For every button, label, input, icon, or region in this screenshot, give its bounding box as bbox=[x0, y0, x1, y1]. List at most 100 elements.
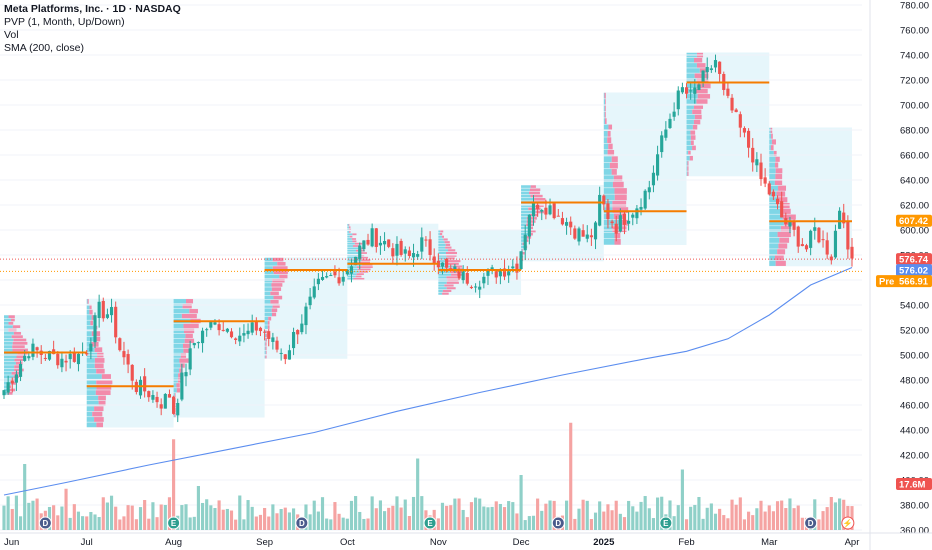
profile-row-down bbox=[12, 341, 28, 345]
profile-row-up bbox=[438, 289, 443, 292]
volume-bar bbox=[796, 505, 800, 530]
profile-row-up bbox=[521, 220, 527, 223]
candle-body bbox=[763, 177, 767, 184]
profile-row-down bbox=[775, 156, 780, 162]
profile-row-up bbox=[603, 111, 605, 118]
volume-bar bbox=[114, 506, 118, 530]
candle-body bbox=[796, 226, 800, 247]
profile-row-down bbox=[439, 233, 443, 236]
price-tick-label: 780.00 bbox=[900, 1, 929, 12]
profile-row-down bbox=[10, 318, 15, 322]
candle-body bbox=[382, 240, 387, 245]
symbol-title[interactable]: Meta Platforms, Inc. · 1D · NASDAQ bbox=[4, 3, 181, 15]
profile-row-down bbox=[176, 383, 180, 388]
profile-row-up bbox=[686, 171, 688, 176]
candle-body bbox=[639, 206, 643, 210]
profile-box bbox=[86, 298, 174, 428]
price-tick-label: 500.00 bbox=[900, 351, 929, 362]
profile-row-up bbox=[686, 63, 697, 68]
profile-row-down bbox=[445, 262, 459, 265]
profile-row-up bbox=[769, 168, 776, 174]
time-axis[interactable]: Jun Jul Aug Sep Oct Nov Dec 2025 Feb Mar Apr bbox=[0, 532, 932, 548]
price-badge-text: 576.74 bbox=[899, 255, 929, 266]
candle-body bbox=[72, 351, 76, 362]
profile-row-down bbox=[778, 185, 787, 191]
profile-row-down bbox=[91, 315, 96, 320]
profile-row-up bbox=[173, 383, 177, 388]
indicator-sma-label[interactable]: SMA (200, close) bbox=[4, 42, 84, 54]
profile-row-up bbox=[4, 368, 15, 372]
profile-row-down bbox=[604, 92, 606, 99]
volume-bar bbox=[279, 508, 283, 530]
event-marker-split[interactable]: ⚡ bbox=[841, 516, 855, 530]
time-tick-label: Aug bbox=[165, 537, 182, 548]
profile-row-down bbox=[444, 284, 454, 287]
profile-row-up bbox=[86, 400, 99, 406]
candle-body bbox=[320, 277, 325, 280]
volume-bar bbox=[407, 516, 411, 530]
profile-row-down bbox=[271, 308, 278, 313]
profile-row-up bbox=[4, 355, 17, 359]
event-marker-earnings[interactable]: E bbox=[167, 516, 181, 530]
volume-bar bbox=[842, 499, 846, 530]
profile-row-up bbox=[769, 156, 776, 162]
event-marker-earnings[interactable]: E bbox=[659, 516, 673, 530]
profile-row-up bbox=[4, 361, 16, 365]
candle-body bbox=[122, 351, 126, 358]
profile-row-down bbox=[696, 99, 708, 104]
profile-row-down bbox=[526, 220, 536, 223]
profile-row-up bbox=[686, 109, 693, 115]
profile-row-down bbox=[89, 304, 92, 310]
candle-body bbox=[684, 87, 689, 94]
candle-body bbox=[461, 270, 465, 281]
events-layer[interactable]: D E D E D E D ⚡ bbox=[38, 516, 855, 530]
price-tick-label: 660.00 bbox=[900, 151, 929, 162]
candle-body bbox=[43, 357, 47, 359]
profile-row-down bbox=[687, 161, 689, 166]
candle-body bbox=[527, 214, 531, 237]
price-tick-label: 720.00 bbox=[900, 76, 929, 87]
indicator-pvp-label[interactable]: PVP (1, Month, Up/Down) bbox=[4, 16, 125, 28]
event-circle bbox=[38, 516, 52, 530]
profile-row-down bbox=[783, 208, 791, 214]
event-marker-dividend[interactable]: D bbox=[295, 516, 309, 530]
profile-row-up bbox=[86, 299, 88, 304]
candle-body bbox=[850, 246, 854, 259]
profile-row-down bbox=[607, 149, 615, 156]
profile-row-down bbox=[694, 114, 702, 120]
profile-row-down bbox=[12, 348, 28, 352]
price-tick-label: 540.00 bbox=[900, 301, 929, 312]
profile-row-up bbox=[173, 338, 185, 343]
event-marker-earnings[interactable]: E bbox=[423, 516, 437, 530]
profile-row-up bbox=[173, 393, 175, 398]
event-marker-dividend[interactable]: D bbox=[551, 516, 565, 530]
profile-row-down bbox=[180, 363, 185, 368]
candle-body bbox=[403, 249, 407, 254]
event-marker-dividend[interactable]: D bbox=[38, 516, 52, 530]
candle-body bbox=[432, 256, 436, 264]
volume-bar bbox=[651, 518, 656, 530]
profile-row-up bbox=[264, 283, 272, 287]
volume-bar bbox=[751, 515, 755, 530]
indicator-vol-label[interactable]: Vol bbox=[4, 29, 19, 41]
price-tick-label: 600.00 bbox=[900, 226, 929, 237]
candle-body bbox=[519, 251, 523, 270]
volume-bar bbox=[316, 511, 320, 530]
profile-row-up bbox=[438, 254, 447, 257]
profile-row-down bbox=[94, 417, 104, 422]
volume-bar bbox=[507, 501, 511, 530]
profile-row-down bbox=[696, 63, 706, 68]
candle-body bbox=[829, 256, 833, 261]
candle-body bbox=[258, 327, 263, 332]
profile-row-down bbox=[265, 337, 267, 342]
candle-body bbox=[56, 353, 60, 366]
event-glyph: D bbox=[42, 519, 48, 528]
profile-row-up bbox=[769, 249, 778, 255]
volume-bar bbox=[122, 516, 126, 530]
candle-body bbox=[713, 60, 718, 68]
event-marker-dividend[interactable]: D bbox=[804, 516, 818, 530]
volume-bar bbox=[196, 486, 200, 530]
event-glyph: D bbox=[299, 519, 305, 528]
volume-bar bbox=[155, 517, 159, 530]
